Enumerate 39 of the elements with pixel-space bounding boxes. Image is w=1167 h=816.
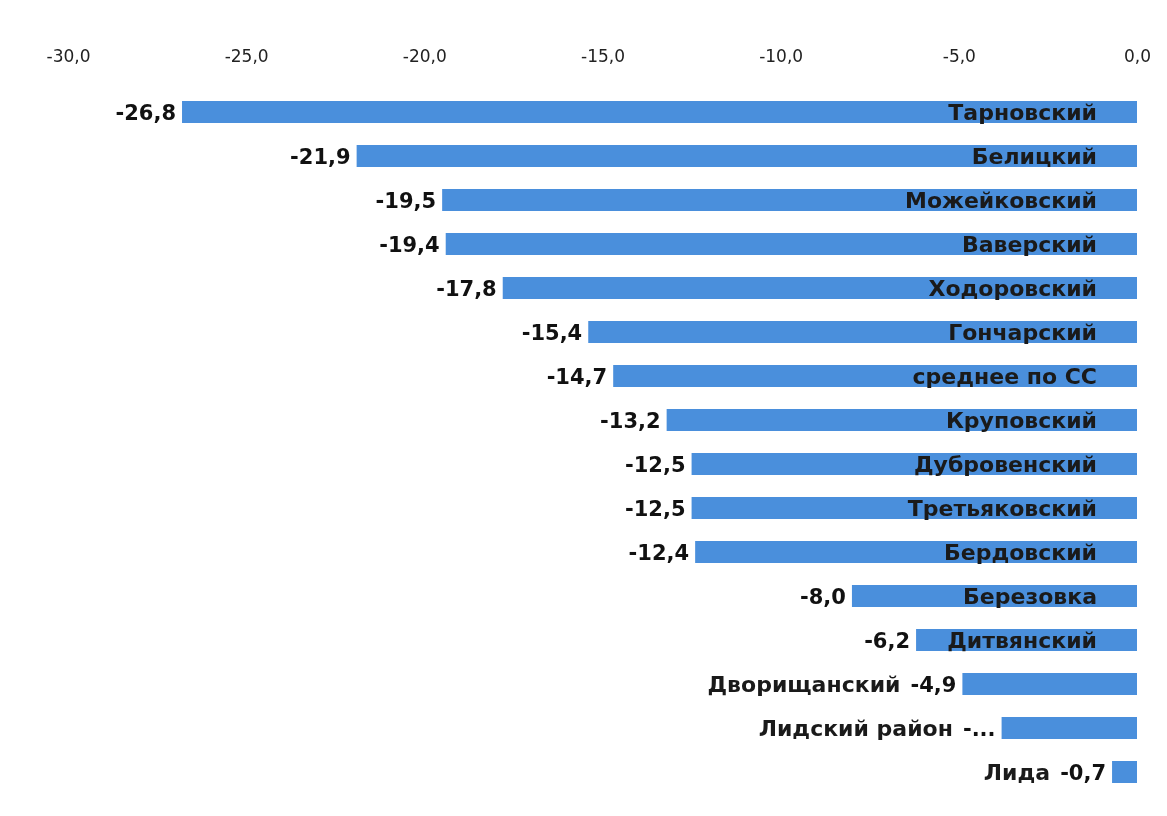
data-label: -21,9 <box>290 144 351 169</box>
data-label: -4,9 <box>910 672 957 697</box>
data-label: -26,8 <box>115 100 177 125</box>
y-tick-label: Дубровенский <box>913 451 1097 477</box>
x-tick-label: -25,0 <box>224 46 269 66</box>
x-tick-label: -10,0 <box>759 46 804 66</box>
data-label: -14,7 <box>546 364 608 389</box>
data-label: -19,5 <box>375 188 437 213</box>
x-tick-label: -20,0 <box>402 46 447 66</box>
y-tick-label: Дитвянский <box>947 627 1097 653</box>
data-label: -13,2 <box>600 408 661 433</box>
y-tick-label: Круповский <box>945 407 1097 433</box>
y-tick-label: Бердовский <box>943 539 1097 565</box>
data-label: -15,4 <box>521 320 583 345</box>
data-label: -19,4 <box>379 232 440 257</box>
y-tick-label: Дворищанский <box>707 671 901 697</box>
x-tick-label: -5,0 <box>942 46 976 66</box>
data-label: -0,7 <box>1060 760 1107 785</box>
y-tick-label: Ваверский <box>961 231 1097 257</box>
data-label: -12,5 <box>625 452 686 477</box>
data-label: -12,5 <box>625 496 686 521</box>
data-label: -6,2 <box>864 628 911 653</box>
y-tick-label: среднее по СС <box>912 363 1097 389</box>
y-tick-label: Можейковский <box>904 187 1097 213</box>
y-tick-label: Гончарский <box>948 319 1097 345</box>
y-tick-label: Лидский район <box>758 715 953 741</box>
y-tick-label: Березовка <box>963 583 1097 609</box>
data-label: -12,4 <box>628 540 690 565</box>
x-tick-label: 0,0 <box>1123 46 1152 66</box>
y-tick-label: Лида <box>983 759 1051 785</box>
y-tick-label: Белицкий <box>971 143 1097 169</box>
data-label: -8,0 <box>800 584 846 609</box>
x-tick-label: -15,0 <box>581 46 625 66</box>
data-label: -... <box>962 716 996 741</box>
data-label: -17,8 <box>436 276 497 301</box>
x-tick-label: -30,0 <box>46 46 91 66</box>
y-tick-label: Ходоровский <box>928 275 1097 301</box>
y-tick-label: Третьяковский <box>907 495 1097 521</box>
y-tick-label: Тарновский <box>948 99 1097 125</box>
